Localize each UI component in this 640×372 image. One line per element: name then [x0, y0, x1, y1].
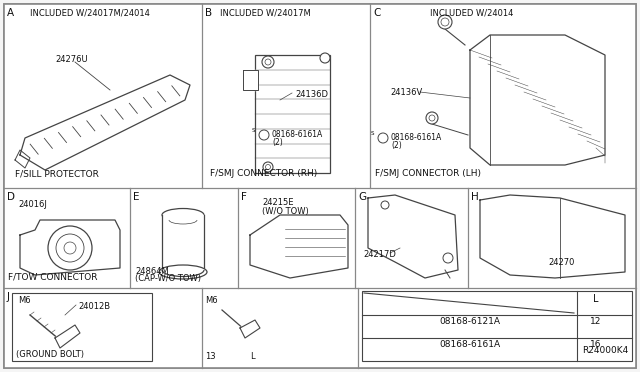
Bar — [505, 210, 560, 252]
Polygon shape — [162, 215, 204, 270]
Text: F/SILL PROTECTOR: F/SILL PROTECTOR — [15, 169, 99, 178]
Text: R24000K4: R24000K4 — [582, 346, 628, 355]
Text: 24864M: 24864M — [135, 267, 169, 276]
Text: C: C — [373, 8, 380, 18]
Circle shape — [320, 53, 330, 63]
Text: M6: M6 — [205, 296, 218, 305]
Text: 16: 16 — [590, 340, 602, 349]
Text: (2): (2) — [391, 141, 402, 150]
Bar — [362, 291, 632, 361]
Text: 08168-6161A: 08168-6161A — [440, 340, 500, 349]
Text: J: J — [7, 292, 10, 302]
Polygon shape — [250, 215, 348, 278]
Text: B: B — [205, 8, 212, 18]
Polygon shape — [55, 325, 80, 348]
Polygon shape — [15, 150, 30, 168]
Polygon shape — [240, 320, 260, 338]
Text: 24136D: 24136D — [295, 90, 328, 99]
Circle shape — [378, 133, 388, 143]
Text: 13: 13 — [205, 352, 216, 361]
Text: INCLUDED W/24017M: INCLUDED W/24017M — [220, 8, 311, 17]
Text: 24215E: 24215E — [262, 198, 294, 207]
Polygon shape — [243, 70, 258, 90]
Polygon shape — [20, 75, 190, 170]
Text: F: F — [241, 192, 247, 202]
Polygon shape — [470, 35, 605, 165]
Text: L: L — [593, 294, 599, 304]
Text: 12: 12 — [590, 317, 602, 326]
Text: F/SMJ CONNECTOR (RH): F/SMJ CONNECTOR (RH) — [210, 169, 317, 178]
Bar — [255, 55, 330, 173]
Text: 24270: 24270 — [548, 258, 575, 267]
Text: M6: M6 — [18, 296, 31, 305]
Text: (GROUND BOLT): (GROUND BOLT) — [16, 350, 84, 359]
Text: 24012B: 24012B — [78, 302, 110, 311]
Text: INCLUDED W/24017M/24014: INCLUDED W/24017M/24014 — [30, 8, 150, 17]
Ellipse shape — [162, 208, 204, 221]
Text: E: E — [133, 192, 140, 202]
Circle shape — [259, 130, 269, 140]
Text: INCLUDED W/24014: INCLUDED W/24014 — [430, 8, 513, 17]
Text: 08168-6161A: 08168-6161A — [272, 130, 323, 139]
Polygon shape — [368, 195, 458, 278]
Text: (W/O TOW): (W/O TOW) — [262, 207, 308, 216]
Text: (2): (2) — [272, 138, 283, 147]
Text: 24217D: 24217D — [363, 250, 396, 259]
Text: F/TOW CONNECTOR: F/TOW CONNECTOR — [8, 272, 97, 281]
Text: (CAP-W/O TOW): (CAP-W/O TOW) — [135, 274, 201, 283]
Text: S: S — [252, 128, 255, 132]
Text: 08168-6161A: 08168-6161A — [391, 133, 442, 142]
Text: 24276U: 24276U — [55, 55, 88, 64]
Text: S: S — [371, 131, 374, 135]
Text: 08168-6121A: 08168-6121A — [440, 317, 500, 326]
Circle shape — [438, 15, 452, 29]
Bar — [95, 238, 113, 253]
Circle shape — [263, 162, 273, 172]
Circle shape — [426, 112, 438, 124]
Text: 24136V: 24136V — [390, 88, 422, 97]
Text: L: L — [250, 352, 255, 361]
Circle shape — [48, 226, 92, 270]
Text: A: A — [7, 8, 14, 18]
Bar — [12, 293, 152, 361]
Ellipse shape — [159, 265, 207, 279]
Text: F/SMJ CONNECTOR (LH): F/SMJ CONNECTOR (LH) — [375, 169, 481, 178]
Text: G: G — [358, 192, 366, 202]
Text: 24016J: 24016J — [18, 200, 47, 209]
Polygon shape — [480, 195, 625, 278]
Circle shape — [262, 56, 274, 68]
Polygon shape — [20, 220, 120, 275]
Text: H: H — [471, 192, 479, 202]
Text: D: D — [7, 192, 15, 202]
